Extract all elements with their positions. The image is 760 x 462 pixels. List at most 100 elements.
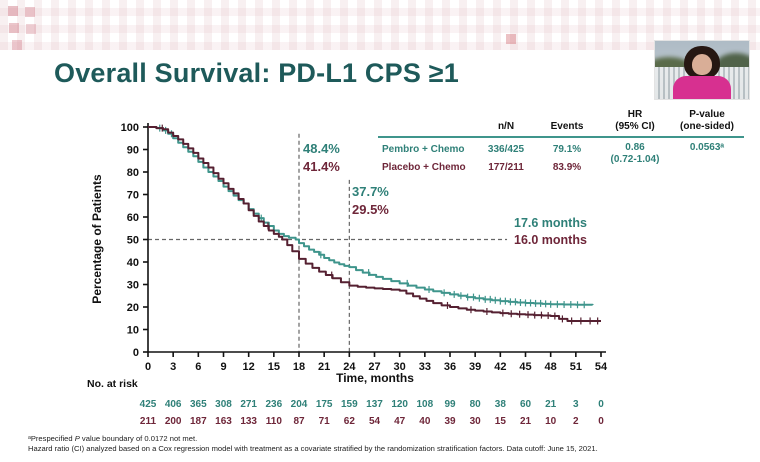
svg-text:27: 27 [368, 361, 380, 373]
annotation-18mo-pembro: 48.4% [303, 141, 340, 156]
nn-pembro: 336/425 [487, 143, 525, 155]
risk-count: 21 [519, 416, 532, 427]
risk-count: 200 [164, 416, 182, 427]
svg-text:40: 40 [127, 257, 139, 269]
risk-count: 39 [444, 416, 456, 427]
events-pembro: 79.1% [552, 143, 582, 155]
risk-count: 159 [340, 399, 358, 410]
header-hr-line1: HR [627, 109, 643, 120]
risk-count: 21 [545, 399, 557, 410]
svg-text:50: 50 [127, 235, 139, 247]
header-p-line2: (one-sided) [680, 120, 734, 132]
svg-text:90: 90 [127, 145, 139, 157]
svg-text:0: 0 [133, 347, 139, 359]
svg-text:9: 9 [220, 361, 226, 373]
risk-count: 425 [139, 399, 157, 410]
svg-text:48: 48 [545, 361, 557, 373]
presenter-pink-top [673, 76, 731, 99]
svg-text:60: 60 [127, 212, 139, 224]
x-axis-label: Time, months [336, 371, 414, 385]
decorative-mosaic [0, 0, 760, 50]
median-pembro: 17.6 months [514, 216, 587, 230]
risk-count: 163 [215, 416, 232, 427]
risk-count: 40 [419, 416, 431, 427]
median-placebo: 16.0 months [514, 233, 587, 247]
header-nn: n/N [497, 120, 515, 132]
risk-count: 271 [240, 399, 257, 410]
risk-count: 2 [573, 416, 579, 427]
arm-label-pembro: Pembro + Chemo [382, 143, 465, 155]
risk-count: 3 [573, 399, 579, 410]
footnote-2: Hazard ratio (CI) analyzed based on a Co… [28, 444, 598, 453]
page-title: Overall Survival: PD-L1 CPS ≥1 [54, 58, 459, 88]
hr-value: 0.86 [625, 142, 645, 153]
risk-count: 0 [598, 416, 604, 427]
presenter-video[interactable] [654, 40, 750, 100]
svg-text:0: 0 [145, 361, 151, 373]
footnote-1: ᵃPrespecified P value boundary of 0.0172… [28, 434, 197, 443]
annotation-24mo-pembro: 37.7% [352, 184, 389, 199]
risk-count: 80 [469, 399, 481, 410]
y-axis-label: Percentage of Patients [90, 174, 104, 304]
svg-text:70: 70 [127, 190, 139, 202]
no-at-risk-label: No. at risk [87, 378, 138, 390]
p-value: 0.0563ᵃ [689, 142, 725, 153]
risk-count: 236 [265, 399, 283, 410]
annotation-24mo-placebo: 29.5% [352, 202, 389, 217]
risk-count: 0 [598, 399, 604, 410]
hr-cell: 0.86 (0.72-1.04) [598, 140, 672, 166]
footnote-1-sup: ᵃ [28, 434, 31, 443]
stats-table: n/N Events HR (95% CI) P-value (one-side… [378, 109, 744, 176]
risk-count: 87 [293, 416, 305, 427]
svg-text:51: 51 [570, 361, 582, 373]
svg-text:18: 18 [293, 361, 305, 373]
svg-text:21: 21 [318, 361, 330, 373]
risk-count: 30 [469, 416, 481, 427]
risk-count: 204 [290, 399, 308, 410]
stats-table-header: n/N Events HR (95% CI) P-value (one-side… [378, 109, 744, 138]
no-at-risk-rows: 425 406 365 308 271 236 204 175 159 137 120 108 99 80… [0, 399, 760, 435]
risk-count: 10 [545, 416, 557, 427]
svg-text:80: 80 [127, 167, 139, 179]
risk-count: 60 [519, 399, 532, 410]
svg-text:33: 33 [419, 361, 431, 373]
risk-count: 211 [139, 416, 157, 427]
svg-text:36: 36 [444, 361, 456, 373]
risk-count: 110 [265, 416, 282, 427]
decorative-corner-squares [8, 6, 18, 16]
risk-count: 175 [315, 399, 333, 410]
risk-count: 54 [368, 416, 381, 427]
svg-text:12: 12 [243, 361, 255, 373]
svg-text:30: 30 [394, 361, 406, 373]
risk-count: 99 [444, 399, 456, 410]
risk-count: 406 [164, 399, 182, 410]
svg-text:54: 54 [595, 361, 608, 373]
presenter-face [692, 54, 712, 75]
footnote-1-rest: value boundary of 0.0172 not met. [79, 434, 198, 443]
hr-ci: (0.72-1.04) [610, 154, 660, 165]
header-pvalue: P-value (one-sided) [672, 109, 742, 132]
risk-count: 38 [494, 399, 506, 410]
svg-text:24: 24 [343, 361, 356, 373]
risk-count: 120 [391, 399, 408, 410]
arm-label-placebo: Placebo + Chemo [382, 161, 466, 173]
svg-text:42: 42 [494, 361, 506, 373]
svg-text:10: 10 [127, 325, 139, 337]
header-p-line1: P-value [689, 109, 725, 120]
svg-text:39: 39 [469, 361, 481, 373]
risk-count: 365 [189, 399, 207, 410]
header-hr-line2: (95% CI) [615, 120, 655, 132]
risk-count: 47 [394, 416, 406, 427]
events-placebo: 83.9% [552, 161, 582, 173]
risk-count: 308 [215, 399, 232, 410]
risk-count: 137 [366, 399, 383, 410]
risk-count: 108 [416, 399, 434, 410]
svg-text:20: 20 [127, 302, 139, 314]
stats-table-body: Pembro + Chemo 336/425 79.1% 0.86 (0.72-… [378, 140, 744, 176]
nn-placebo: 177/211 [488, 161, 524, 173]
risk-count: 133 [240, 416, 257, 427]
risk-count: 62 [343, 416, 355, 427]
risk-count: 71 [318, 416, 330, 427]
